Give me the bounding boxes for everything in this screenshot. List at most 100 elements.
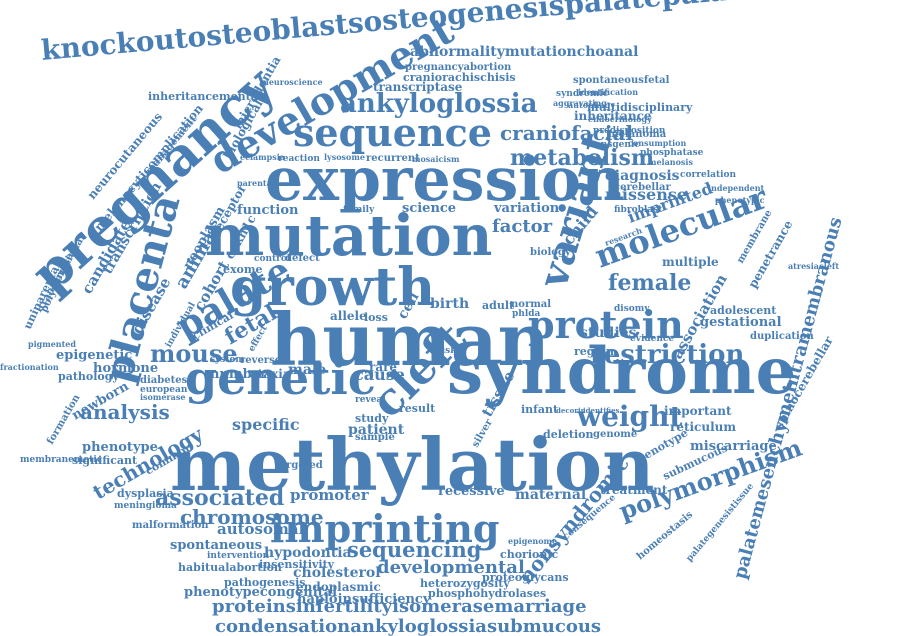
cloud-word: eclampsia — [240, 152, 285, 162]
cloud-word: reticulum — [670, 420, 736, 434]
cloud-word: family — [343, 205, 375, 215]
cloud-word: chromosome — [180, 505, 324, 529]
cloud-word: protein — [528, 302, 684, 347]
cloud-word: phenotypecongenital — [184, 585, 337, 600]
cloud-word: abnormalitymutationchoanal — [410, 44, 638, 60]
cloud-word: multidisciplinary — [587, 101, 693, 114]
cloud-word: decorin — [556, 406, 586, 415]
cloud-word: chorionic — [500, 548, 559, 561]
cloud-word: treatment — [600, 483, 668, 497]
cloud-word: diabetes — [140, 375, 188, 386]
cloud-word: maternal — [515, 487, 586, 503]
cloud-word: mosaicism — [412, 154, 460, 164]
cloud-word: membranemetic — [20, 455, 103, 465]
cloud-word: hypodontia — [264, 545, 352, 561]
cloud-word: neuroscience — [263, 77, 323, 87]
cloud-word: craniorachischisis — [403, 71, 516, 84]
cloud-word: expression — [265, 145, 625, 215]
cloud-word: specific — [232, 415, 300, 434]
cloud-word: sequence — [293, 110, 492, 155]
cloud-word: craniofacial — [500, 121, 633, 145]
cloud-word: syndromic — [556, 89, 609, 99]
cloud-word: fibroblast — [614, 205, 663, 215]
cloud-word: mutation — [205, 203, 492, 269]
cloud-word: mouse — [150, 339, 238, 368]
cloud-word: condensationankyloglossiasubmucous — [215, 616, 601, 636]
cloud-word: proteinsinfertilityisomerasemarriage — [212, 596, 587, 617]
cloud-word: endocrinology — [588, 114, 652, 124]
cloud-word: intervention — [207, 551, 270, 561]
cloud-word: targeted — [275, 460, 323, 471]
cloud-word: recurrent — [366, 153, 420, 164]
cloud-word: adolescent — [710, 304, 777, 317]
cloud-word: significant — [72, 454, 138, 467]
cloud-word: genome — [593, 429, 637, 440]
cloud-word: syndrome — [447, 334, 796, 409]
cloud-word: identifies — [583, 406, 620, 415]
cloud-word: transgenic — [586, 140, 640, 150]
cloud-word: cause — [354, 365, 405, 384]
cloud-word: allele — [330, 309, 367, 323]
cloud-word: cerebellar — [614, 182, 672, 193]
cloud-word: disomy — [614, 304, 650, 314]
cloud-word: inheritancemental — [148, 90, 262, 103]
cloud-word: biology — [530, 247, 572, 258]
cloud-word: diagnosis — [605, 168, 680, 184]
cloud-word: miscarriage — [690, 439, 777, 454]
cloud-word: patient — [348, 422, 405, 438]
cloud-word: pathogenesis — [224, 576, 306, 589]
cloud-word: result — [399, 402, 436, 415]
cloud-word: analysis — [80, 400, 170, 424]
cloud-word: dysplasia — [117, 487, 174, 500]
cloud-word: birth — [430, 296, 469, 312]
cloud-word: risk — [437, 346, 457, 356]
cloud-word: female — [608, 270, 691, 296]
cloud-word: parental — [237, 178, 275, 188]
cloud-word: pregnancyabortion — [405, 62, 512, 73]
cloud-word: inheritance — [574, 109, 652, 123]
cloud-word: malformation — [132, 520, 209, 531]
cloud-word: hormone — [93, 361, 158, 376]
cloud-word: phenotypic — [715, 195, 765, 205]
cloud-word: predisposition — [593, 126, 666, 136]
cloud-word: endoplasmic — [296, 580, 381, 594]
cloud-word: studies — [580, 325, 637, 341]
cloud-word: system — [210, 355, 245, 365]
cloud-word: genetic — [185, 351, 376, 405]
cloud-word: male — [288, 362, 326, 378]
cloud-word: duplication — [750, 331, 815, 342]
cloud-word: sample — [355, 432, 395, 443]
cloud-word: rare — [369, 360, 397, 374]
cloud-word: promoter — [290, 486, 370, 504]
cloud-word: number — [210, 367, 267, 382]
cloud-word: melanosis — [648, 157, 693, 167]
cloud-word: associated — [155, 485, 284, 511]
cloud-word: normal — [511, 299, 551, 310]
cloud-word: imprinting — [270, 506, 499, 551]
cloud-word: insensitivity — [259, 558, 335, 571]
cloud-word: haploinsufficiency — [297, 592, 431, 607]
cloud-word: reveal — [355, 395, 386, 405]
cloud-word: ataxia — [250, 367, 291, 381]
cloud-word: infant — [521, 403, 559, 416]
cloud-word: atresiacleft — [788, 261, 839, 271]
cloud-word: ankyloglossia — [340, 89, 538, 119]
cloud-word: lysosome — [324, 152, 365, 162]
cloud-word: gestational — [700, 315, 782, 330]
cloud-word: cholesterol — [293, 565, 381, 581]
cloud-word: study — [355, 412, 389, 425]
cloud-word: spontaneousfetal — [573, 75, 670, 86]
cloud-word: important — [664, 404, 732, 418]
cloud-word: science — [402, 201, 456, 216]
cloud-word: reaction — [278, 154, 320, 164]
cloud-word: function — [237, 203, 299, 218]
cloud-word: factor — [492, 216, 553, 237]
cloud-word: human — [270, 297, 550, 382]
cloud-word: aggravating — [553, 98, 607, 108]
cloud-word: metabolism — [510, 145, 654, 171]
cloud-word: isomerase — [140, 392, 185, 402]
cloud-word: proteoglycans — [482, 571, 569, 584]
cloud-word: melanoma — [608, 129, 667, 140]
cloud-word: epigenome — [508, 536, 557, 546]
